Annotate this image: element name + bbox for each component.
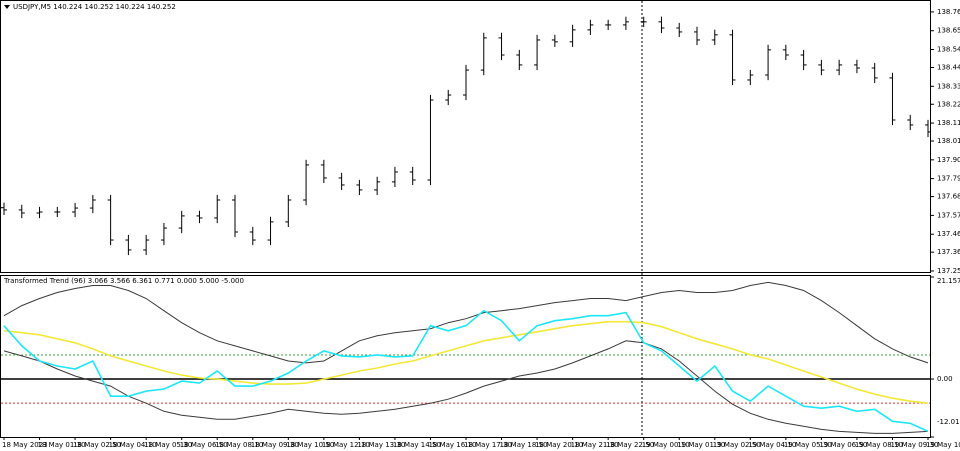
y-tick-label: 138.010 xyxy=(937,137,960,145)
x-tick-label: 18 May 10:50 xyxy=(286,441,334,449)
x-tick-label: 19 May 08:10 xyxy=(855,441,903,449)
x-tick-label: 18 May 13:30 xyxy=(357,441,405,449)
indicator-line xyxy=(3,320,929,404)
x-tick-label: 18 May 06:50 xyxy=(180,441,228,449)
x-tick-label: 19 May 06:50 xyxy=(819,441,867,449)
x-tick-label: 19 May 04:10 xyxy=(748,441,796,449)
indicator-title: Transformed Trend (96) 3.066 3.566 6.361… xyxy=(3,277,244,285)
x-tick-label: 18 May 05:30 xyxy=(144,441,192,449)
y-tick-label: -12.012 xyxy=(937,418,960,426)
y-tick-label: 138.440 xyxy=(937,63,960,71)
y-tick-label: 137.685 xyxy=(937,193,960,201)
x-tick-label: 18 May 21:30 xyxy=(571,441,619,449)
x-tick-label: 19 May 01:30 xyxy=(677,441,725,449)
y-tick-label: 137.360 xyxy=(937,248,960,256)
x-tick-label: 19 May 09:30 xyxy=(890,441,938,449)
x-tick-label: 19 May 10: xyxy=(926,441,960,449)
x-tick-label: 18 May 14:50 xyxy=(393,441,441,449)
x-tick-label: 18 May 20:10 xyxy=(535,441,583,449)
y-tick-label: 137.900 xyxy=(937,156,960,164)
price-title: USDJPY,M5 140.224 140.252 140.224 140.25… xyxy=(13,3,176,11)
x-tick-label: 19 May 05:30 xyxy=(784,441,832,449)
x-tick-label: 18 May 2023 xyxy=(2,441,48,449)
price-panel xyxy=(0,0,931,273)
indicator-line xyxy=(3,281,929,364)
indicator-panel xyxy=(0,275,931,438)
x-tick-label: 18 May 02:50 xyxy=(73,441,121,449)
y-tick-label: 137.250 xyxy=(937,267,960,275)
x-tick-label: 18 May 01:30 xyxy=(38,441,86,449)
x-tick-label: 18 May 16:10 xyxy=(428,441,476,449)
x-tick-label: 18 May 04:10 xyxy=(109,441,157,449)
y-tick-label: 0.00 xyxy=(937,375,953,383)
y-tick-label: 137.790 xyxy=(937,175,960,183)
panel-menu-icon xyxy=(4,5,10,9)
x-tick-label: 18 May 22:50 xyxy=(606,441,654,449)
y-tick-label: 138.330 xyxy=(937,82,960,90)
y-tick-label: 138.115 xyxy=(937,119,960,127)
indicator-line xyxy=(3,309,929,433)
x-tick-label: 18 May 18:50 xyxy=(500,441,548,449)
y-tick-label: 138.655 xyxy=(937,27,960,35)
x-tick-label: 18 May 09:30 xyxy=(251,441,299,449)
y-tick-label: 138.765 xyxy=(937,8,960,16)
x-tick-label: 18 May 08:10 xyxy=(215,441,263,449)
y-tick-label: 137.465 xyxy=(937,230,960,238)
x-tick-label: 19 May 02:50 xyxy=(713,441,761,449)
y-tick-label: 138.225 xyxy=(937,100,960,108)
x-tick-label: 18 May 17:30 xyxy=(464,441,512,449)
x-tick-label: 19 May 00:10 xyxy=(642,441,690,449)
y-tick-label: 21.157 xyxy=(937,277,960,285)
x-tick-label: 18 May 12:10 xyxy=(322,441,370,449)
y-tick-label: 138.545 xyxy=(937,46,960,54)
y-tick-label: 137.575 xyxy=(937,211,960,219)
indicator-line xyxy=(3,340,929,434)
